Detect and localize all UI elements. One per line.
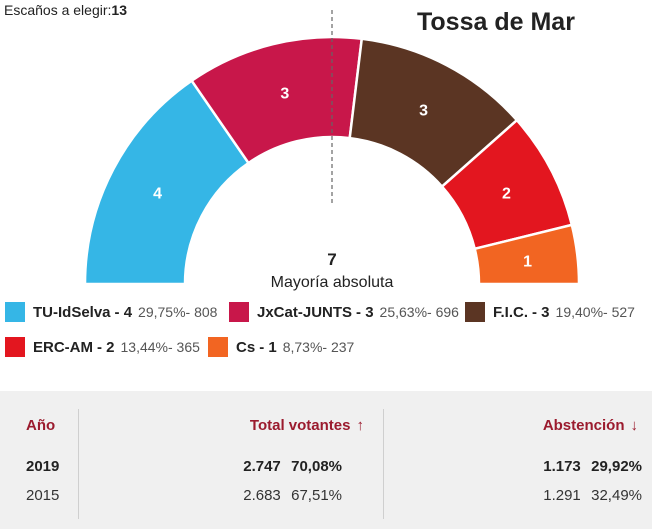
seat-count-label: 4 [153,185,162,202]
legend-party-seats: - 3 [356,303,374,321]
header-total-voters[interactable]: Total votantes ↑ [250,417,364,434]
row-voters: 2.747 70,08% [243,458,342,475]
legend-item-cs: Cs - 1 8,73%- 237 [208,337,354,357]
legend-party-stats: 29,75%- 808 [138,304,218,320]
sort-up-arrow-icon[interactable]: ↑ [356,417,365,434]
row-year: 2015 [26,487,60,504]
legend-party-name: Cs [236,338,256,356]
row-voters-pct: 70,08% [291,458,342,475]
legend-party-seats: - 1 [259,338,277,356]
legend-party-name: F.I.C. [493,303,529,321]
legend-party-name: JxCat-JUNTS [257,303,353,321]
row-voters-count: 2.683 [243,487,281,504]
row-abstention-count: 1.291 [543,487,581,504]
legend-party-name: TU-IdSelva [33,303,111,321]
row-voters: 2.683 67,51% [243,487,342,504]
legend-swatch [465,302,485,322]
legend-party-seats: - 4 [114,303,133,321]
legend-swatch [229,302,249,322]
legend-party-stats: 13,44%- 365 [120,339,200,355]
seat-arc-cs [473,223,581,286]
legend-swatch [5,302,25,322]
row-abstention-pct: 29,92% [591,458,642,475]
legend-party-seats: - 2 [97,338,115,356]
legend-item-erc-am: ERC-AM - 2 13,44%- 365 [5,337,200,357]
seats-to-elect: Escaños a elegir:13 [4,2,127,18]
row-voters-count: 2.747 [243,458,281,475]
header-abstention[interactable]: Abstención ↓ [543,417,638,434]
parliament-chart: 4 3 3 2 1 7 Mayoría absoluta [83,10,581,291]
row-abstention-count: 1.173 [543,458,581,475]
seat-count-label: 3 [419,103,428,120]
row-abstention: 1.173 29,92% [543,458,642,475]
legend-item-jxcat-junts: JxCat-JUNTS - 3 25,63%- 696 [229,302,459,322]
seat-count-label: 3 [280,86,289,103]
column-divider [383,409,384,519]
legend-row-2: ERC-AM - 2 13,44%- 365 Cs - 1 8,73%- 237 [0,337,652,361]
header-total-voters-label: Total votantes [249,417,351,434]
legend-item-tu-idselva: TU-IdSelva - 4 29,75%- 808 [5,302,217,322]
legend-party-stats: 8,73%- 237 [282,339,355,355]
legend-party-stats: 25,63%- 696 [379,304,459,320]
legend-row-1: TU-IdSelva - 4 29,75%- 808 JxCat-JUNTS -… [0,302,652,326]
row-abstention: 1.291 32,49% [543,487,642,504]
seats-label: Escaños a elegir: [4,2,112,18]
town-title: Tossa de Mar [417,8,575,36]
majority-value: 7 [327,250,336,269]
row-voters-pct: 67,51% [291,487,342,504]
row-abstention-pct: 32,49% [591,487,642,504]
legend-swatch [208,337,228,357]
legend-party-name: ERC-AM [33,338,93,356]
seats-value: 13 [111,2,127,18]
seat-count-label: 2 [502,185,511,202]
header-abstention-label: Abstención [542,417,625,434]
legend-party-seats: - 3 [532,303,550,321]
column-divider [78,409,79,519]
majority-label: Mayoría absoluta [271,274,394,291]
turnout-table: Año Total votantes ↑ Abstención ↓ 2019 2.7… [0,391,652,529]
legend-party-stats: 19,40%- 527 [555,304,635,320]
header-year: Año [26,417,56,434]
row-year: 2019 [26,458,60,475]
seat-count-label: 1 [523,253,532,270]
legend-swatch [5,337,25,357]
legend-item-fic: F.I.C. - 3 19,40%- 527 [465,302,635,322]
sort-down-arrow-icon[interactable]: ↓ [630,417,639,434]
